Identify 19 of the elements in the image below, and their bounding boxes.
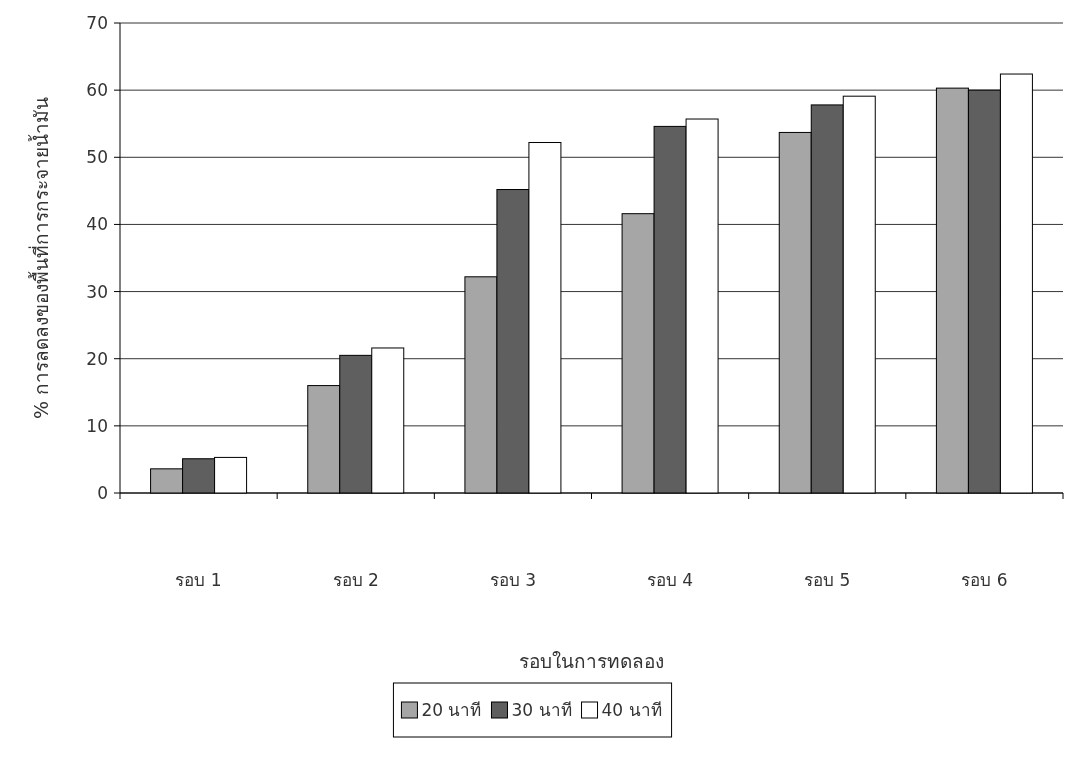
x-tick-label: รอบ 1: [175, 570, 222, 590]
x-axis-title: รอบในการทดลอง: [519, 650, 664, 672]
y-tick-label: 10: [86, 415, 108, 436]
y-tick-label: 50: [86, 147, 108, 168]
y-axis-title: % การลดลงของพื้นที่การกระจายน้ำมัน: [28, 96, 52, 420]
y-tick-label: 40: [86, 214, 108, 235]
y-tick-label: 60: [86, 80, 108, 101]
legend-label: 30 นาที: [511, 700, 572, 720]
x-tick-label: รอบ 5: [804, 570, 851, 590]
y-tick-label: 0: [97, 483, 108, 503]
legend-label: 20 นาที: [421, 700, 482, 720]
x-tick-label: รอบ 3: [489, 570, 537, 590]
y-tick-label: 30: [86, 281, 108, 302]
y-tick-label: 20: [86, 348, 108, 369]
x-tick-label: รอบ 4: [646, 570, 694, 590]
x-tick-label: รอบ 2: [332, 570, 379, 590]
x-tick-label: รอบ 6: [961, 570, 1008, 590]
legend-label: 40 นาที: [601, 700, 662, 720]
y-tick-label: 70: [86, 13, 108, 33]
